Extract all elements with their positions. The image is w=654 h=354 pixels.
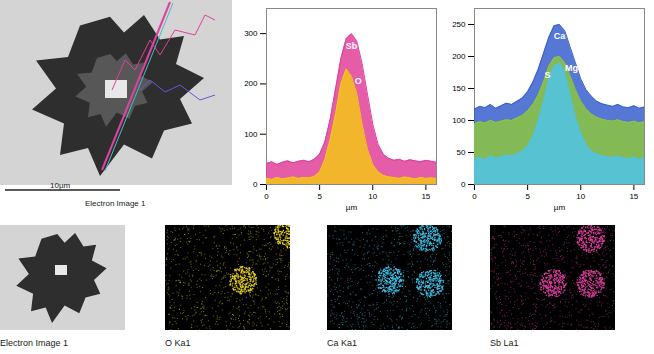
svg-text:200: 200 (452, 52, 466, 61)
svg-text:100: 100 (452, 116, 466, 125)
svg-text:µm: µm (554, 203, 566, 212)
svg-text:200: 200 (244, 79, 258, 88)
svg-text:0: 0 (253, 180, 258, 189)
svg-text:50: 50 (457, 148, 466, 157)
html-text:10µm: 10µm (50, 181, 71, 190)
svg-text:Mg: Mg (565, 63, 578, 73)
svg-text:0: 0 (472, 192, 477, 201)
svg-text:0: 0 (461, 180, 466, 189)
html-text:Sb La1: Sb La1 (490, 338, 519, 348)
svg-text:100: 100 (244, 130, 258, 139)
svg-text:10: 10 (368, 192, 377, 201)
html-text:Electron Image 1: Electron Image 1 (85, 199, 146, 208)
svg-text:5: 5 (525, 192, 530, 201)
svg-text:5: 5 (317, 192, 322, 201)
svg-text:15: 15 (421, 192, 430, 201)
html-text:O Ka1: O Ka1 (165, 338, 191, 348)
svg-text:150: 150 (452, 84, 466, 93)
svg-text:Ca: Ca (554, 31, 566, 41)
html-text:Ca Ka1: Ca Ka1 (327, 338, 357, 348)
svg-text:15: 15 (629, 192, 638, 201)
html-text:Electron Image 1: Electron Image 1 (0, 338, 68, 348)
svg-text:250: 250 (452, 20, 466, 29)
svg-text:0: 0 (264, 192, 269, 201)
svg-text:µm: µm (346, 203, 358, 212)
svg-text:300: 300 (244, 29, 258, 38)
svg-text:10: 10 (576, 192, 585, 201)
svg-text:S: S (544, 70, 550, 80)
svg-text:Sb: Sb (346, 41, 358, 51)
svg-text:O: O (355, 76, 362, 86)
